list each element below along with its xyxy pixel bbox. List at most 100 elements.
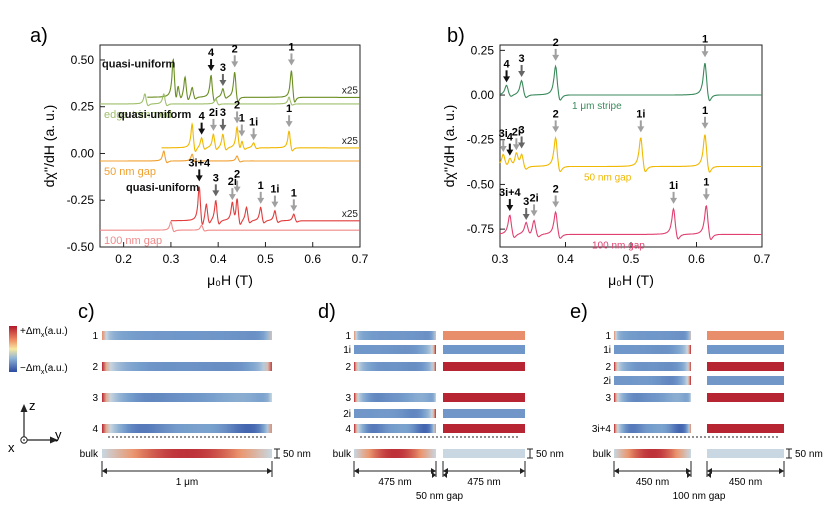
profile-bar xyxy=(443,362,525,371)
profile-bar xyxy=(443,393,525,402)
peak-arrow xyxy=(701,116,709,129)
scale-label: x25 xyxy=(342,136,359,147)
y-tick-label: 0.25 xyxy=(471,43,495,57)
profile-bar xyxy=(354,449,436,458)
width-label: 450 nm xyxy=(636,477,669,488)
peak-label: 1 xyxy=(258,180,264,192)
peak-arrow xyxy=(512,138,520,151)
profile-bar xyxy=(354,393,436,402)
peak-label: 1 xyxy=(286,103,292,115)
y-axis-label: dχ''/dH (a. u.) xyxy=(441,105,457,188)
profile-bar xyxy=(102,393,272,402)
peak-arrow xyxy=(552,48,560,61)
profile-row: 2 xyxy=(345,362,525,373)
panel-label-d: d) xyxy=(318,301,336,323)
thickness-label: 50 nm xyxy=(795,449,823,460)
peak-arrow xyxy=(518,136,526,149)
profile-row: bulk xyxy=(333,436,525,460)
y-tick-label: 0.00 xyxy=(71,146,95,160)
peak-label: 3i+4 xyxy=(499,187,522,199)
series-line xyxy=(161,122,360,153)
profile-row: 1 xyxy=(92,331,272,342)
peak-arrow xyxy=(250,128,258,141)
x-tick-label: 0.7 xyxy=(352,252,369,266)
peak-arrow xyxy=(518,64,526,77)
peak-arrow xyxy=(238,124,246,137)
profile-row: 3 xyxy=(92,393,272,404)
peak-label: 3 xyxy=(220,62,226,74)
profile-row: 1i xyxy=(603,345,784,356)
series-line xyxy=(499,62,762,102)
peak-label: 2 xyxy=(234,169,240,181)
series-name-label: 1 μm stripe xyxy=(572,101,622,112)
profile-bar xyxy=(443,449,525,458)
peak-label: 3i+4 xyxy=(188,157,211,169)
profile-bar xyxy=(614,449,691,458)
axis-z-label: z xyxy=(29,398,36,413)
profile-bar xyxy=(354,409,436,418)
peak-arrow xyxy=(552,195,560,208)
profile-row-label: bulk xyxy=(593,449,612,460)
peak-label: 1 xyxy=(702,105,708,117)
dimension-annotations: 1 μm 50 nm xyxy=(101,448,311,488)
axes-glyph xyxy=(20,404,58,444)
peak-arrow xyxy=(522,207,530,220)
colorbar-bottom-label: −Δmx(a.u.) xyxy=(20,363,68,376)
peak-label: 2 xyxy=(234,99,240,111)
peak-arrow xyxy=(231,55,239,68)
x-axis-label: μ₀H (T) xyxy=(608,272,654,288)
axis-y-label: y xyxy=(55,427,62,442)
series-name-label: 50 nm gap xyxy=(584,173,632,184)
peak-label: 3 xyxy=(220,107,226,119)
series-100-nm-gap: 100 nm gap xyxy=(100,221,360,247)
width-label: 475 nm xyxy=(378,477,411,488)
peak-arrow xyxy=(233,180,241,193)
y-tick-label: -0.50 xyxy=(467,177,495,191)
profile-bar xyxy=(102,362,272,371)
profile-row: 1 xyxy=(605,331,784,342)
peak-label: 1 xyxy=(288,41,294,53)
profile-row-label: 2 xyxy=(345,362,351,373)
profile-row-label: 2i xyxy=(603,376,611,387)
plot-frame xyxy=(499,44,763,248)
peak-arrow xyxy=(702,188,710,201)
peak-arrow xyxy=(198,122,206,135)
profile-bar xyxy=(354,424,436,433)
profile-row-label: 3i+4 xyxy=(592,424,612,435)
y-tick-label: 0.50 xyxy=(71,53,95,67)
colorbar-top-label: +Δmx(a.u.) xyxy=(20,326,68,339)
profile-bar xyxy=(354,362,436,371)
peak-label: 1 xyxy=(291,187,297,199)
profile-row: 1i xyxy=(343,345,525,356)
scale-label: x25 xyxy=(342,85,359,96)
profile-bar xyxy=(614,424,691,433)
colorbar-gradient xyxy=(9,326,17,372)
profiles-e: 1 1i 2 2i 3 3i+4 bulk 450 nm 450 nm 50 nm 100 nm g… xyxy=(592,331,823,502)
peak-label: 2i xyxy=(228,176,237,188)
x-tick-label: 0.5 xyxy=(257,252,274,266)
series-1-m-stripe: 1 μm stripe 4 3 2 1 xyxy=(499,33,762,112)
peak-arrow xyxy=(530,204,538,217)
x-tick-label: 0.2 xyxy=(115,252,132,266)
x-tick-label: 0.4 xyxy=(210,252,227,266)
profile-bar xyxy=(443,409,525,418)
peak-arrow xyxy=(637,120,645,133)
peak-label: 4 xyxy=(507,132,514,144)
profile-row-label: 1 xyxy=(345,331,351,342)
y-tick-label: -0.75 xyxy=(467,222,495,236)
peak-arrow xyxy=(209,118,217,131)
peak-label: 2 xyxy=(553,37,559,49)
series-line xyxy=(100,221,360,233)
panel-label-a: a) xyxy=(30,25,48,47)
profile-bar xyxy=(614,393,691,402)
profile-bar xyxy=(707,331,784,340)
dimension-annotations: 450 nm 450 nm 50 nm 100 nm gap xyxy=(613,448,823,502)
profile-row-label: bulk xyxy=(80,449,99,460)
peak-label: 2i xyxy=(209,107,218,119)
peak-label: 1 xyxy=(703,176,709,188)
profile-bar xyxy=(707,449,784,458)
profile-bar xyxy=(707,393,784,402)
peak-arrow xyxy=(287,53,295,66)
series-line xyxy=(147,57,360,103)
series-name-label: edge-trimmed xyxy=(104,109,172,121)
